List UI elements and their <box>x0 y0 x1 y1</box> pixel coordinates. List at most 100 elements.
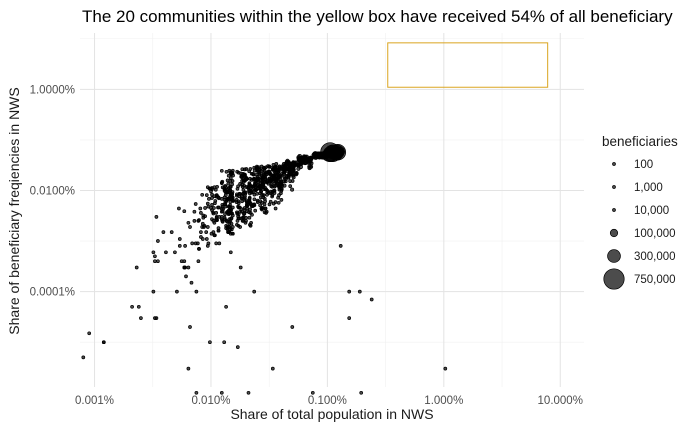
data-point <box>182 259 187 264</box>
minor-gridlines <box>80 33 584 387</box>
data-point <box>276 167 281 172</box>
data-point <box>236 184 240 189</box>
data-point <box>306 156 311 162</box>
data-point <box>291 175 296 180</box>
data-point <box>134 265 139 270</box>
data-point <box>210 202 214 207</box>
data-point <box>252 289 257 294</box>
data-point <box>247 195 252 200</box>
data-point <box>235 345 240 349</box>
data-point <box>237 216 241 221</box>
data-point <box>182 209 187 214</box>
data-point <box>230 168 235 173</box>
y-axis-title: Share of beneficiary freqiencies in NWS <box>6 87 22 334</box>
legend: beneficiaries 100 1,000 10,000 100,000 300,0… <box>602 134 678 290</box>
data-point <box>214 215 219 219</box>
data-point <box>223 212 227 217</box>
data-point <box>87 331 92 336</box>
data-point <box>130 304 134 309</box>
data-point <box>250 212 254 217</box>
data-point <box>229 227 234 232</box>
data-point <box>184 274 188 279</box>
data-point <box>219 181 224 185</box>
x-tick-label: 10.000% <box>538 395 583 407</box>
data-point <box>183 244 187 248</box>
data-point <box>277 183 281 188</box>
data-point <box>209 206 213 210</box>
data-point <box>260 177 265 181</box>
data-point <box>283 176 288 182</box>
data-point <box>228 179 233 183</box>
data-point <box>286 166 291 171</box>
data-point <box>201 213 206 218</box>
data-point <box>204 237 209 241</box>
data-point <box>236 212 241 217</box>
legend-key-label: 750,000 <box>634 274 676 286</box>
data-point <box>204 193 209 197</box>
data-point <box>239 173 244 178</box>
data-point <box>258 195 263 200</box>
data-point <box>260 192 265 197</box>
data-point <box>228 250 233 255</box>
data-point <box>244 219 248 223</box>
data-point <box>247 169 252 174</box>
data-point <box>247 210 251 215</box>
data-point <box>267 165 272 169</box>
legend-key-label: 300,000 <box>634 251 676 263</box>
data-point <box>136 304 141 309</box>
data-point <box>219 168 224 173</box>
data-point <box>186 265 191 270</box>
data-point <box>281 169 286 174</box>
legend-key-label: 100,000 <box>634 228 676 240</box>
data-point <box>230 198 235 203</box>
data-point <box>169 230 174 234</box>
data-point <box>247 184 251 188</box>
data-point <box>228 176 233 180</box>
data-point <box>238 182 242 186</box>
data-point <box>193 202 198 206</box>
data-point <box>282 183 287 188</box>
legend-title: beneficiaries <box>602 134 678 149</box>
data-point <box>253 208 258 213</box>
data-point <box>222 198 227 202</box>
data-point <box>225 225 230 229</box>
x-axis-title: Share of total population in NWS <box>230 406 433 422</box>
data-point <box>156 259 160 264</box>
data-point <box>204 230 209 234</box>
data-point <box>263 185 267 190</box>
data-point <box>237 194 241 199</box>
legend-key-label: 1,000 <box>634 182 663 194</box>
data-point <box>238 225 242 229</box>
data-point <box>243 194 247 199</box>
data-point <box>182 265 187 270</box>
data-point <box>240 219 245 223</box>
data-point <box>215 218 219 222</box>
data-point <box>279 179 284 184</box>
data-point <box>258 203 262 208</box>
data-point <box>193 241 198 246</box>
data-point <box>153 259 157 264</box>
data-point <box>270 184 274 189</box>
data-point <box>212 233 217 238</box>
data-point <box>338 244 343 248</box>
data-point <box>226 230 231 234</box>
chart-title: The 20 communities within the yellow box… <box>82 7 673 26</box>
data-point <box>271 201 276 206</box>
x-tick-label: 0.001% <box>75 395 114 407</box>
data-point <box>216 228 221 233</box>
data-point <box>101 340 106 345</box>
data-point <box>229 172 233 177</box>
data-point <box>241 192 245 196</box>
data-point <box>290 187 295 192</box>
data-point <box>228 207 233 211</box>
data-point <box>210 217 214 222</box>
data-point <box>238 265 243 270</box>
data-point <box>310 390 315 395</box>
data-point <box>297 158 303 164</box>
data-point <box>151 250 156 255</box>
data-point <box>270 194 274 199</box>
data-point <box>222 340 227 345</box>
data-point <box>288 184 293 188</box>
data-point <box>212 220 217 225</box>
